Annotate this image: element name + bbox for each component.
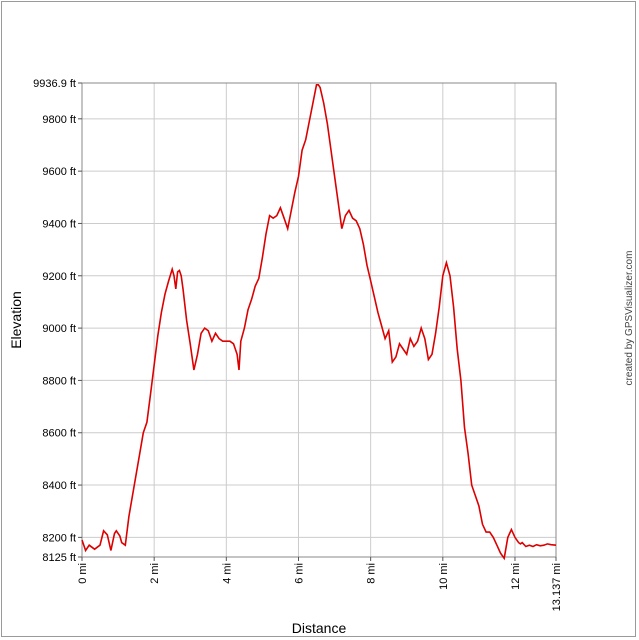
x-axis-title: Distance	[292, 620, 347, 636]
y-tick-label: 9000 ft	[42, 323, 76, 335]
y-tick-label: 8600 ft	[42, 428, 76, 440]
y-axis-ticks: 8125 ft 8200 ft 8400 ft 8600 ft 8800 ft 9000 …	[33, 78, 82, 564]
y-tick-label: 9936.9 ft	[33, 78, 76, 90]
y-tick-label: 9800 ft	[42, 114, 76, 126]
plot-border	[81, 82, 557, 558]
credit-text: created by GPSVisualizer.com	[624, 251, 635, 386]
plot-area	[82, 83, 556, 557]
x-tick-label: 4 mi	[221, 563, 233, 584]
y-tick-label: 8400 ft	[42, 480, 76, 492]
y-tick-label: 9400 ft	[42, 218, 76, 230]
x-tick-label: 10 mi	[438, 563, 450, 590]
x-tick-label: 0 mi	[77, 563, 89, 584]
x-tick-label: 2 mi	[149, 563, 161, 584]
y-tick-label: 9600 ft	[42, 166, 76, 178]
axes	[81, 82, 557, 558]
y-tick-label: 8800 ft	[42, 375, 76, 387]
x-tick-label: 6 mi	[293, 563, 305, 584]
x-tick-label: 13.137 mi	[551, 563, 563, 611]
x-tick-label: 8 mi	[366, 563, 378, 584]
y-axis-title: Elevation	[8, 291, 24, 349]
y-tick-label: 8200 ft	[42, 532, 76, 544]
x-tick-label: 12 mi	[510, 563, 522, 590]
x-axis-ticks: 0 mi 2 mi 4 mi 6 mi 8 mi 10 mi 12 mi 13.137 mi	[77, 557, 563, 611]
y-tick-label: 9200 ft	[42, 271, 76, 283]
elevation-line	[81, 84, 557, 561]
y-tick-label: 8125 ft	[42, 552, 76, 564]
